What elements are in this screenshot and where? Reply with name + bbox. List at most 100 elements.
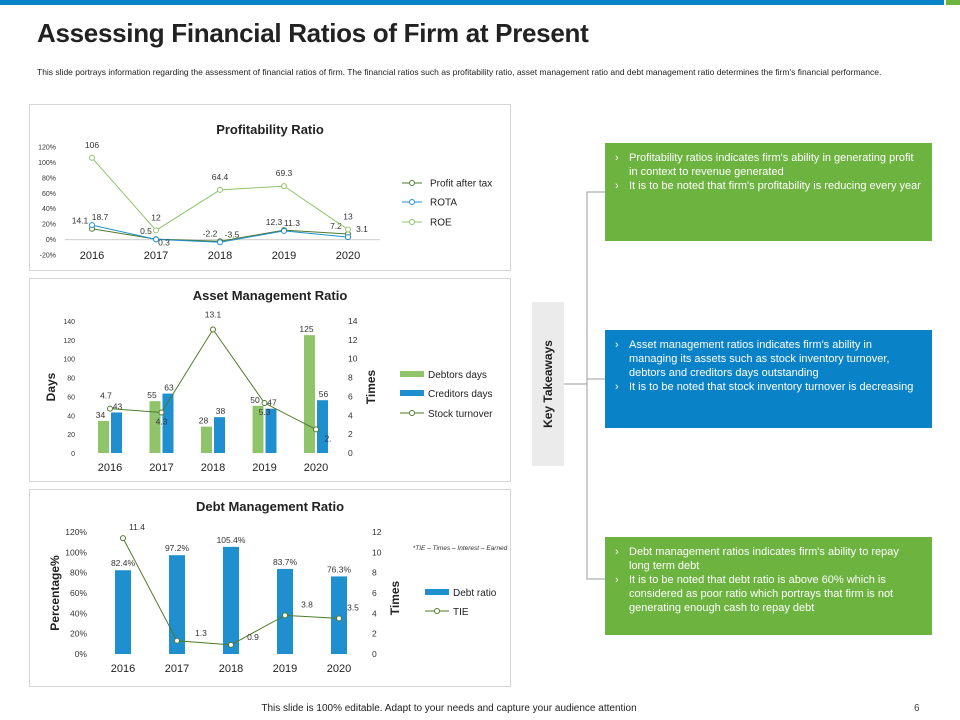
y2-tick-label: 8 [372,568,377,578]
data-label: 69.3 [276,168,293,178]
y-tick-label: 120% [65,527,87,537]
takeaway-bullet: It is to be noted that stock inventory t… [615,380,922,394]
data-label: 12.3 [266,217,283,227]
legend-label: ROE [430,218,452,229]
bar-label: 50 [250,395,260,405]
bar-debt-ratio [115,570,131,654]
y-tick-label: 140 [63,319,75,326]
profitability-ratio-chart: Profitability Ratio -20% 0% 20% 40% 60% 80% 100… [38,122,492,262]
bar-label: 55 [147,390,157,400]
bar-label: 76.3% [327,564,352,574]
asset-management-chart-panel: Asset Management Ratio 0 20 40 60 80 100 120 140… [29,278,511,482]
legend-marker [434,608,440,614]
y2-tick-label: 12 [372,527,382,537]
x-tick-label: 2020 [336,250,360,262]
data-label: -3.5 [225,229,240,239]
data-label: 4.3 [156,416,168,426]
x-tick-label: 2018 [208,250,232,262]
y-tick-label: 20% [70,629,87,639]
data-point [281,227,287,234]
bar-label: 105.4% [217,535,246,545]
data-label: 18.7 [92,212,109,222]
bar-debtors-days [98,420,109,453]
y2-tick-label: 2 [348,429,353,439]
y-tick-label: -20% [40,253,56,260]
data-point [107,405,113,412]
x-tick-label: 2018 [201,462,225,474]
y2-tick-label: 0 [372,649,377,659]
y-axis-label: Percentage% [48,555,62,631]
legend-marker [409,199,415,205]
data-label: 4.7 [100,391,112,401]
debt-management-ratio-chart: Debt Management Ratio 0% 20% 40% 60% 80% 100% 1… [48,499,508,675]
bar-label: 83.7% [273,557,298,567]
bar-debt-ratio [331,576,347,654]
bar-creditors-days [162,393,174,453]
bar-creditors-days [265,408,277,453]
y-tick-label: 80% [42,175,56,182]
data-point [174,637,180,644]
legend-label: Profit after tax [430,179,492,190]
asset-management-ratio-chart: Asset Management Ratio020406080100120140… [44,288,493,474]
data-point [89,222,95,229]
data-label: 14.1 [72,216,89,226]
bar-label: 43 [113,401,123,411]
data-label: 3.5 [347,602,359,612]
bar-debtors-days [304,335,315,453]
x-tick-label: 2017 [165,663,189,675]
data-label: 3.8 [301,599,313,609]
data-label: 0.5 [140,226,152,236]
data-point [345,234,351,241]
bar-label: 63 [164,383,174,393]
y2-axis-label: Times [364,369,378,404]
data-label: 13.1 [205,309,222,319]
bar-label: 56 [319,389,329,399]
data-point [153,236,159,243]
y-tick-label: 20 [67,432,75,439]
bar-label: 38 [216,406,226,416]
takeaway-bullet: Profitability ratios indicates firm's ab… [615,151,922,179]
y-tick-label: 0 [71,451,75,458]
legend-marker [409,180,415,186]
data-label: 7.2 [330,221,342,231]
y-tick-label: 0% [75,649,88,659]
data-label: 5.3 [259,407,271,417]
bar-creditors-days [111,412,122,453]
legend-label: TIE [453,607,469,618]
legend-swatch [425,589,449,595]
data-label: 3.1 [356,224,368,234]
y2-tick-label: 4 [348,410,353,420]
chart-title: Debt Management Ratio [196,499,344,514]
annotation-text: *TIE – Times – Interest – Earned [413,545,508,552]
data-point [313,426,319,433]
y-tick-label: 80 [67,376,75,383]
data-label: 64.4 [212,172,229,182]
data-label: 0.9 [247,632,259,642]
legend-label: Debt ratio [453,588,497,599]
data-label: 11.4 [129,522,145,532]
takeaway-bullet: Asset management ratios indicates firm's… [615,338,922,380]
bar-debt-ratio [277,568,293,654]
x-tick-label: 2016 [80,250,104,262]
data-label: 12 [151,212,161,222]
y-tick-label: 0% [46,237,56,244]
bar-debt-ratio [169,555,185,654]
y-tick-label: 80% [70,568,87,578]
key-takeaways-label: Key Takeaways [541,340,555,428]
bar-creditors-days [317,400,328,453]
data-label: 13 [343,212,353,222]
y2-tick-label: 0 [348,448,353,458]
y2-tick-label: 4 [372,608,377,618]
data-point [345,226,351,233]
data-point [120,535,126,542]
y-tick-label: 40 [67,413,75,420]
y-tick-label: 120 [63,338,75,345]
takeaway-box-profitability: Profitability ratios indicates firm's ab… [605,143,932,241]
data-point [217,239,223,246]
debt-management-chart-panel: Debt Management Ratio 0% 20% 40% 60% 80% 100% 1… [29,489,511,687]
y-axis-label: Days [44,372,58,401]
data-point [153,227,159,234]
y-tick-label: 100% [65,547,87,557]
bar-creditors-days [214,417,225,453]
